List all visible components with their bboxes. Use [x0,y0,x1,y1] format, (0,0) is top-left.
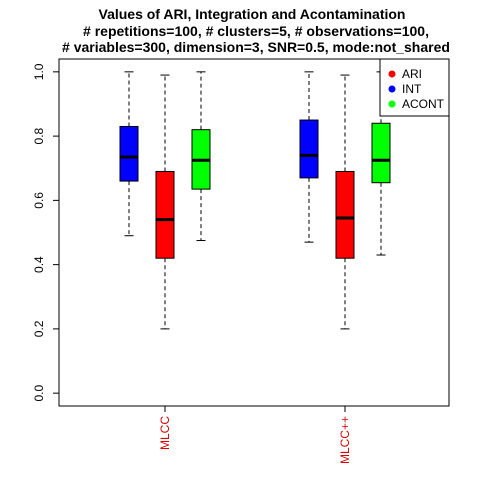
y-tick-label: 0.4 [32,256,46,273]
title-line-2: # repetitions=100, # clusters=5, # obser… [83,23,429,39]
x-axis: MLCC MLCC++ [158,406,352,464]
iqr-box [336,171,354,258]
legend-label: ACONT [402,97,445,111]
y-tick-label: 0.6 [32,192,46,209]
y-axis: 0.0 0.2 0.4 0.6 0.8 1.0 [32,63,59,401]
box-group [120,72,390,329]
legend-label: ARI [402,67,422,81]
y-tick-label: 0.2 [32,320,46,337]
y-tick-label: 1.0 [32,63,46,80]
box-int [300,72,318,242]
category-label: MLCC++ [338,416,352,464]
category-label: MLCC [158,416,172,450]
box-ari [336,75,354,329]
iqr-box [372,123,390,182]
y-tick-label: 0.0 [32,384,46,401]
box-int [120,72,138,236]
title-line-1: Values of ARI, Integration and Acontamin… [99,6,406,22]
legend-marker [389,101,396,108]
legend-marker [389,71,396,78]
box-acont [192,72,210,241]
legend-label: INT [402,82,422,96]
iqr-box [300,120,318,178]
chart-title: Values of ARI, Integration and Acontamin… [62,6,450,55]
iqr-box [120,126,138,181]
box-ari [156,75,174,329]
y-tick-label: 0.8 [32,127,46,144]
title-line-3: # variables=300, dimension=3, SNR=0.5, m… [62,39,450,55]
legend-marker [389,86,396,93]
iqr-box [156,171,174,258]
